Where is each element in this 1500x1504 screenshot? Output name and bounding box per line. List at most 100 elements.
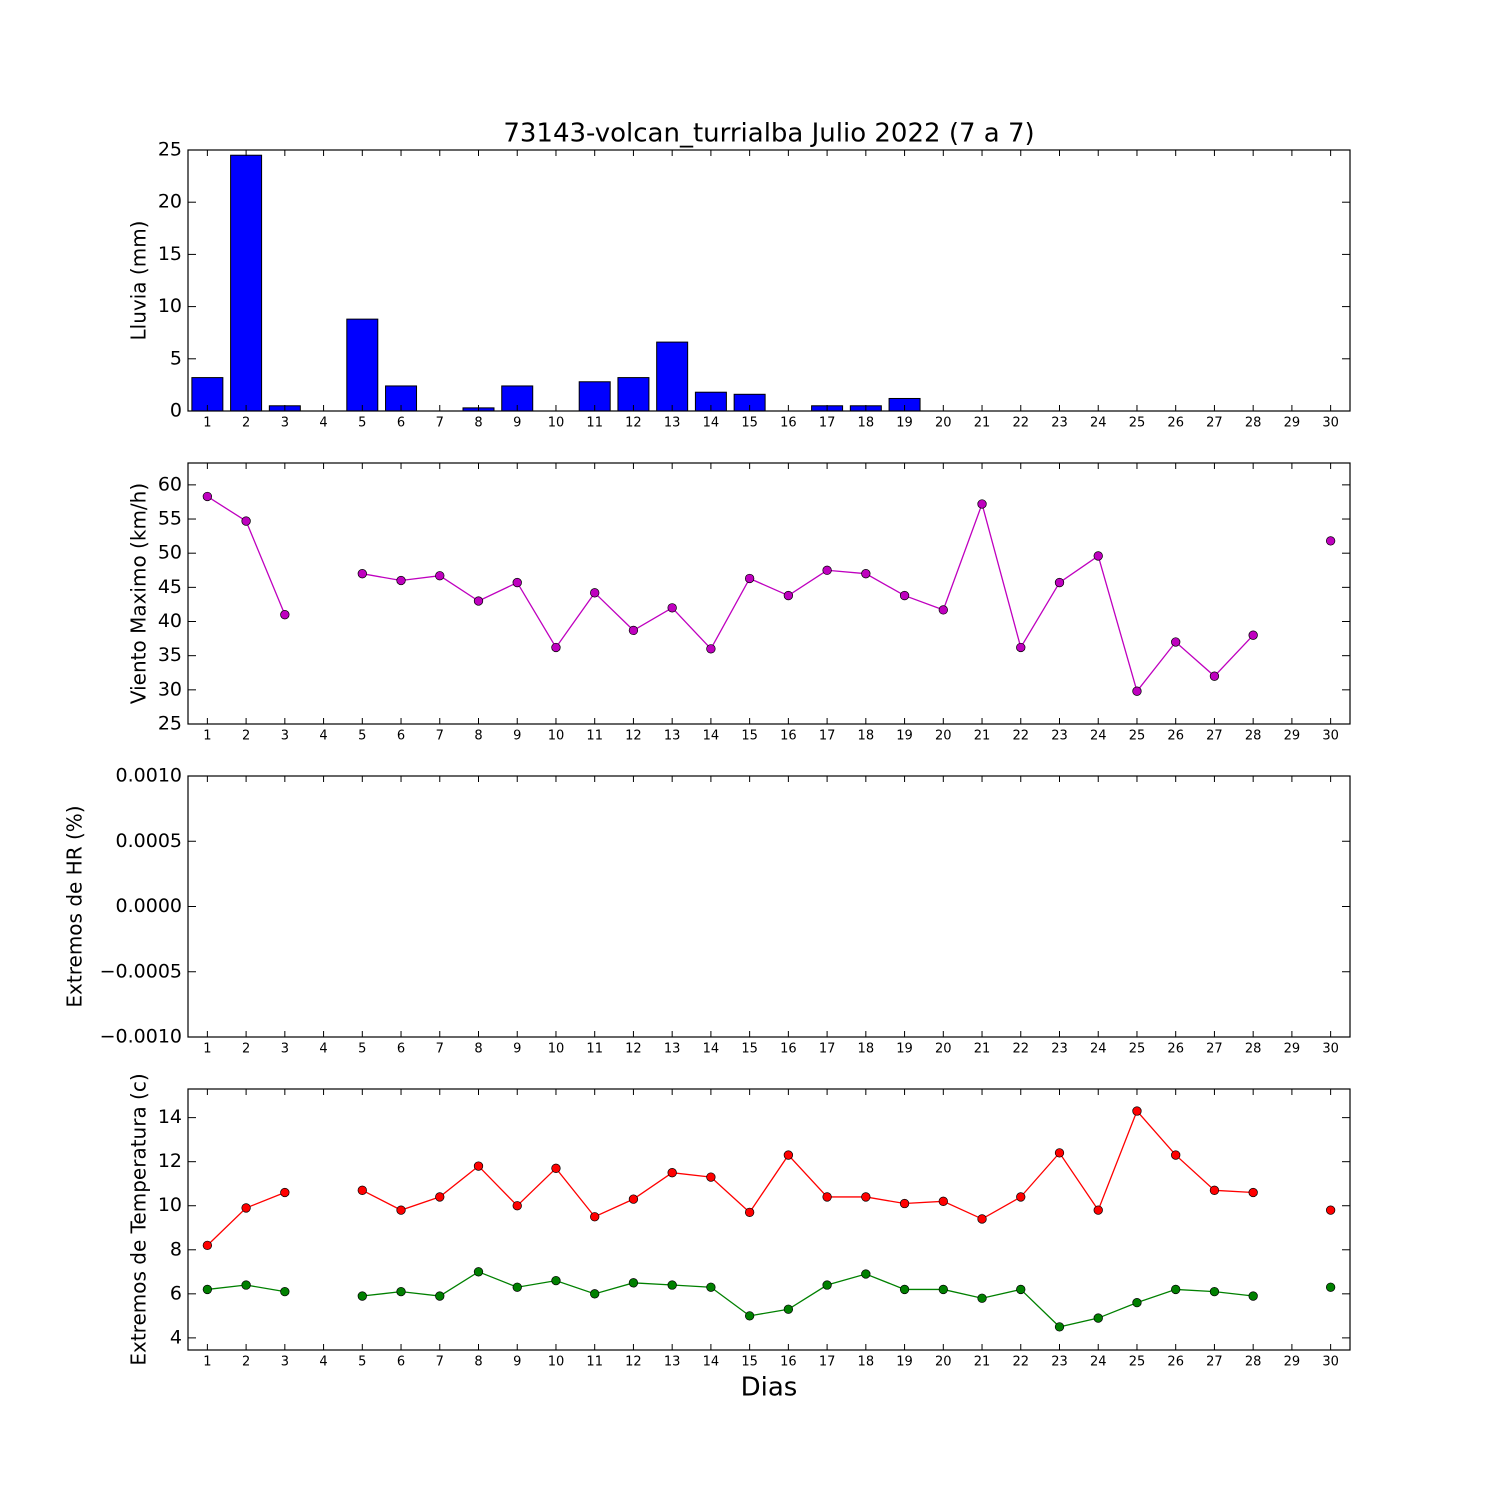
x-tick-label: 24 (1090, 416, 1107, 431)
x-tick-label: 2 (242, 729, 250, 744)
marker (977, 1214, 987, 1224)
plot-frame (187, 462, 1351, 725)
x-tick-label: 11 (586, 1042, 603, 1057)
y-tick-label: 30 (158, 678, 182, 700)
x-tick-label: 12 (625, 729, 642, 744)
x-tick-label: 25 (1129, 416, 1146, 431)
x-tick-label: 4 (319, 1042, 327, 1057)
x-tick-label: 4 (319, 729, 327, 744)
x-tick-label: 15 (741, 1042, 758, 1057)
x-tick-label: 21 (974, 416, 991, 431)
marker (357, 1185, 367, 1195)
x-tick-label: 27 (1206, 1355, 1223, 1370)
y-tick-label: 45 (158, 576, 182, 598)
marker (1132, 1106, 1142, 1116)
x-tick-label: 24 (1090, 1042, 1107, 1057)
marker (706, 1172, 716, 1182)
marker (241, 1280, 251, 1290)
x-tick-label: 8 (474, 729, 482, 744)
x-tick-label: 18 (858, 1042, 875, 1057)
marker (435, 1291, 445, 1301)
y-tick-label: 50 (158, 542, 182, 564)
y-tick-label: 40 (158, 610, 182, 632)
marker (628, 1194, 639, 1204)
marker (744, 573, 755, 584)
marker (473, 596, 484, 606)
marker (1132, 1297, 1142, 1308)
marker (551, 1275, 561, 1286)
marker (396, 575, 406, 586)
x-tick-label: 18 (858, 729, 875, 744)
marker (1093, 551, 1103, 561)
x-tick-label: 27 (1206, 1042, 1223, 1057)
x-tick-label: 19 (896, 416, 913, 431)
x-tick-label: 23 (1051, 416, 1068, 431)
x-tick-label: 13 (664, 1355, 681, 1370)
y-tick-label: 25 (158, 139, 182, 161)
x-tick-label: 21 (974, 1042, 991, 1057)
marker (783, 1304, 794, 1314)
marker (512, 1201, 522, 1211)
y-tick-label: 55 (158, 508, 182, 530)
marker (1016, 642, 1026, 653)
marker (861, 569, 871, 579)
x-tick-label: 6 (397, 1355, 405, 1370)
marker (899, 1284, 910, 1295)
x-tick-label: 3 (281, 416, 289, 431)
x-tick-label: 29 (1284, 416, 1301, 431)
marker (590, 1289, 600, 1299)
marker (280, 1286, 290, 1297)
marker (1171, 1284, 1181, 1295)
x-tick-label: 26 (1167, 1042, 1184, 1057)
x-tick-label: 8 (474, 1355, 482, 1370)
bar (230, 154, 263, 412)
marker (512, 1282, 522, 1292)
marker (783, 590, 794, 601)
y-tick-label: 25 (158, 713, 182, 735)
x-tick-label: 11 (586, 729, 603, 744)
x-tick-label: 13 (664, 1042, 681, 1057)
y-tick-label: 8 (170, 1238, 182, 1260)
x-tick-label: 18 (858, 1355, 875, 1370)
marker (357, 569, 367, 579)
x-tick-label: 3 (281, 1355, 289, 1370)
x-tick-label: 14 (703, 416, 720, 431)
x-tick-label: 30 (1322, 729, 1339, 744)
x-tick-label: 24 (1090, 729, 1107, 744)
x-tick-label: 3 (281, 1042, 289, 1057)
x-tick-label: 7 (436, 416, 444, 431)
x-tick-label: 13 (664, 729, 681, 744)
y-axis-label: Extremos de Temperatura (c) (127, 1073, 151, 1365)
marker (667, 1280, 677, 1290)
x-tick-label: 20 (935, 729, 952, 744)
y-tick-label: 10 (158, 1194, 182, 1216)
x-tick-label: 16 (780, 1042, 797, 1057)
marker (241, 1203, 251, 1213)
x-tick-label: 5 (358, 1042, 366, 1057)
x-tick-label: 11 (586, 416, 603, 431)
marker (628, 625, 639, 636)
x-tick-label: 27 (1206, 416, 1223, 431)
marker (590, 1212, 600, 1222)
x-tick-label: 22 (1012, 729, 1029, 744)
x-tick-label: 16 (780, 1355, 797, 1370)
x-tick-label: 2 (242, 1042, 250, 1057)
marker (938, 1196, 948, 1206)
marker (861, 1269, 871, 1279)
x-tick-label: 18 (858, 416, 875, 431)
y-tick-label: 10 (158, 295, 182, 317)
marker (551, 1163, 561, 1173)
x-tick-label: 24 (1090, 1355, 1107, 1370)
x-tick-label: 17 (819, 1355, 836, 1370)
y-tick-label: 0.0000 (116, 895, 182, 917)
marker (1325, 1205, 1336, 1215)
y-axis-label: Lluvia (mm) (127, 221, 151, 341)
x-tick-label: 19 (896, 1042, 913, 1057)
marker (783, 1150, 794, 1160)
marker (1209, 671, 1220, 681)
x-tick-label: 7 (436, 1355, 444, 1370)
x-tick-label: 4 (319, 1355, 327, 1370)
x-tick-label: 14 (703, 729, 720, 744)
marker (1209, 1286, 1220, 1297)
